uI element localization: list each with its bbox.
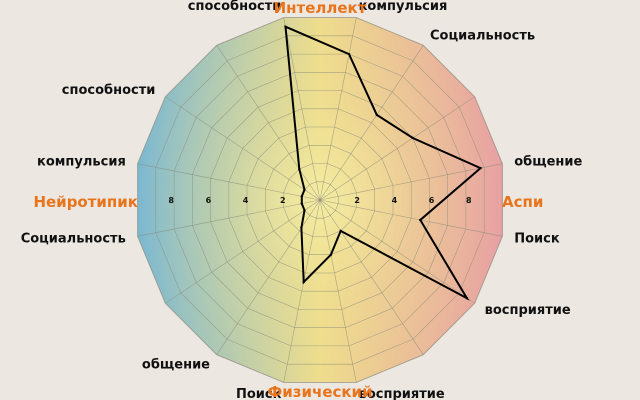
tick-label: 8 <box>168 196 174 205</box>
series-point <box>375 113 378 117</box>
category-label-top: Интеллект <box>274 0 367 17</box>
tick-label: 2 <box>354 196 360 205</box>
category-label-bottom: Физический <box>267 383 372 400</box>
axis-label: общение <box>514 154 582 169</box>
series-point <box>284 25 287 28</box>
grid-spoke-15 <box>216 45 321 201</box>
tick-label: 2 <box>280 196 286 205</box>
radar-grid <box>137 17 503 383</box>
category-labels: Интеллект Физический Нейротипик Аспи <box>33 0 543 400</box>
series-point <box>302 280 305 284</box>
tick-label: 6 <box>206 196 212 205</box>
series-point <box>465 297 469 300</box>
axis-label: Социальность <box>21 232 126 247</box>
grid-spoke-12 <box>137 199 321 237</box>
grid-spoke-13 <box>137 163 321 201</box>
grid-spoke-8 <box>319 199 357 383</box>
series-point <box>347 52 351 56</box>
series-point <box>300 202 303 205</box>
grid-spoke-1 <box>319 17 357 201</box>
grid-spoke-5 <box>319 199 503 237</box>
axis-labels: способности компульсия Социальность общение… <box>21 0 583 400</box>
tick-label: 6 <box>429 196 435 205</box>
series-point <box>298 167 301 171</box>
grid-spoke-3 <box>319 96 475 201</box>
series-point <box>300 195 303 198</box>
series-layer <box>284 25 483 301</box>
grid-spoke-9 <box>283 199 321 383</box>
grid-spoke-7 <box>319 199 424 355</box>
series-point <box>300 226 303 229</box>
tick-label: 4 <box>392 196 398 205</box>
grid-spoke-14 <box>165 96 321 201</box>
series-point <box>303 188 306 191</box>
axis-label: Поиск <box>514 232 560 247</box>
tick-label: 4 <box>243 196 249 205</box>
axis-label: восприятие <box>485 303 571 318</box>
tick-label: 8 <box>466 196 472 205</box>
radial-tick-labels: 2 4 6 8 2 4 6 8 <box>168 196 472 205</box>
axis-label: восприятие <box>359 387 445 400</box>
grid-spoke-10 <box>216 199 321 355</box>
axis-label: Социальность <box>430 28 535 43</box>
axis-label: способности <box>62 83 156 98</box>
series-point <box>419 218 422 222</box>
grid-spoke-4 <box>319 163 503 201</box>
axis-label: компульсия <box>37 154 126 169</box>
grid-spoke-0 <box>283 17 321 201</box>
axis-label: способности <box>188 0 282 14</box>
series-point <box>339 229 342 233</box>
grid-spoke-6 <box>319 199 475 304</box>
series-point <box>411 136 414 140</box>
grid-spoke-11 <box>165 199 321 304</box>
grid-spoke-2 <box>319 45 424 201</box>
axis-label: Поиск <box>236 387 282 400</box>
axis-label: общение <box>142 358 210 373</box>
category-label-left: Нейротипик <box>33 193 138 211</box>
axis-label: компульсия <box>359 0 448 14</box>
series-point <box>329 253 333 256</box>
series-point <box>479 166 482 170</box>
series-point <box>303 209 306 212</box>
category-label-right: Аспи <box>502 193 543 211</box>
